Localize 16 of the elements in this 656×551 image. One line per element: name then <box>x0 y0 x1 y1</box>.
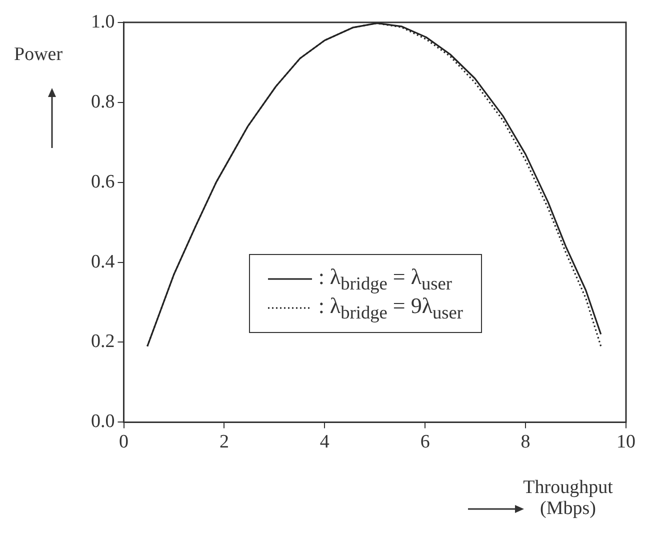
x-tick-label: 4 <box>320 432 330 453</box>
y-tick-label: 0.8 <box>91 91 115 112</box>
y-tick-label: 1.0 <box>91 11 115 32</box>
x-tick-label: 10 <box>616 432 636 453</box>
x-tick-label: 2 <box>219 432 229 453</box>
legend-label: : λ$_{bridge}$ = λ$_{user}$ <box>318 264 452 294</box>
y-axis-title: Power <box>14 44 63 66</box>
legend-label: : λ$_{bridge}$ = 9λ$_{user}$ <box>318 292 464 322</box>
y-tick-label: 0.0 <box>91 411 115 432</box>
x-tick-label: 6 <box>420 432 430 453</box>
y-tick-label: 0.2 <box>91 331 115 352</box>
x-tick-label: 8 <box>520 432 530 453</box>
y-tick-label: 0.4 <box>91 251 116 272</box>
x-tick-label: 0 <box>119 432 128 453</box>
x-axis-title: Throughput (Mbps) <box>522 477 614 520</box>
y-tick-label: 0.6 <box>91 171 115 192</box>
